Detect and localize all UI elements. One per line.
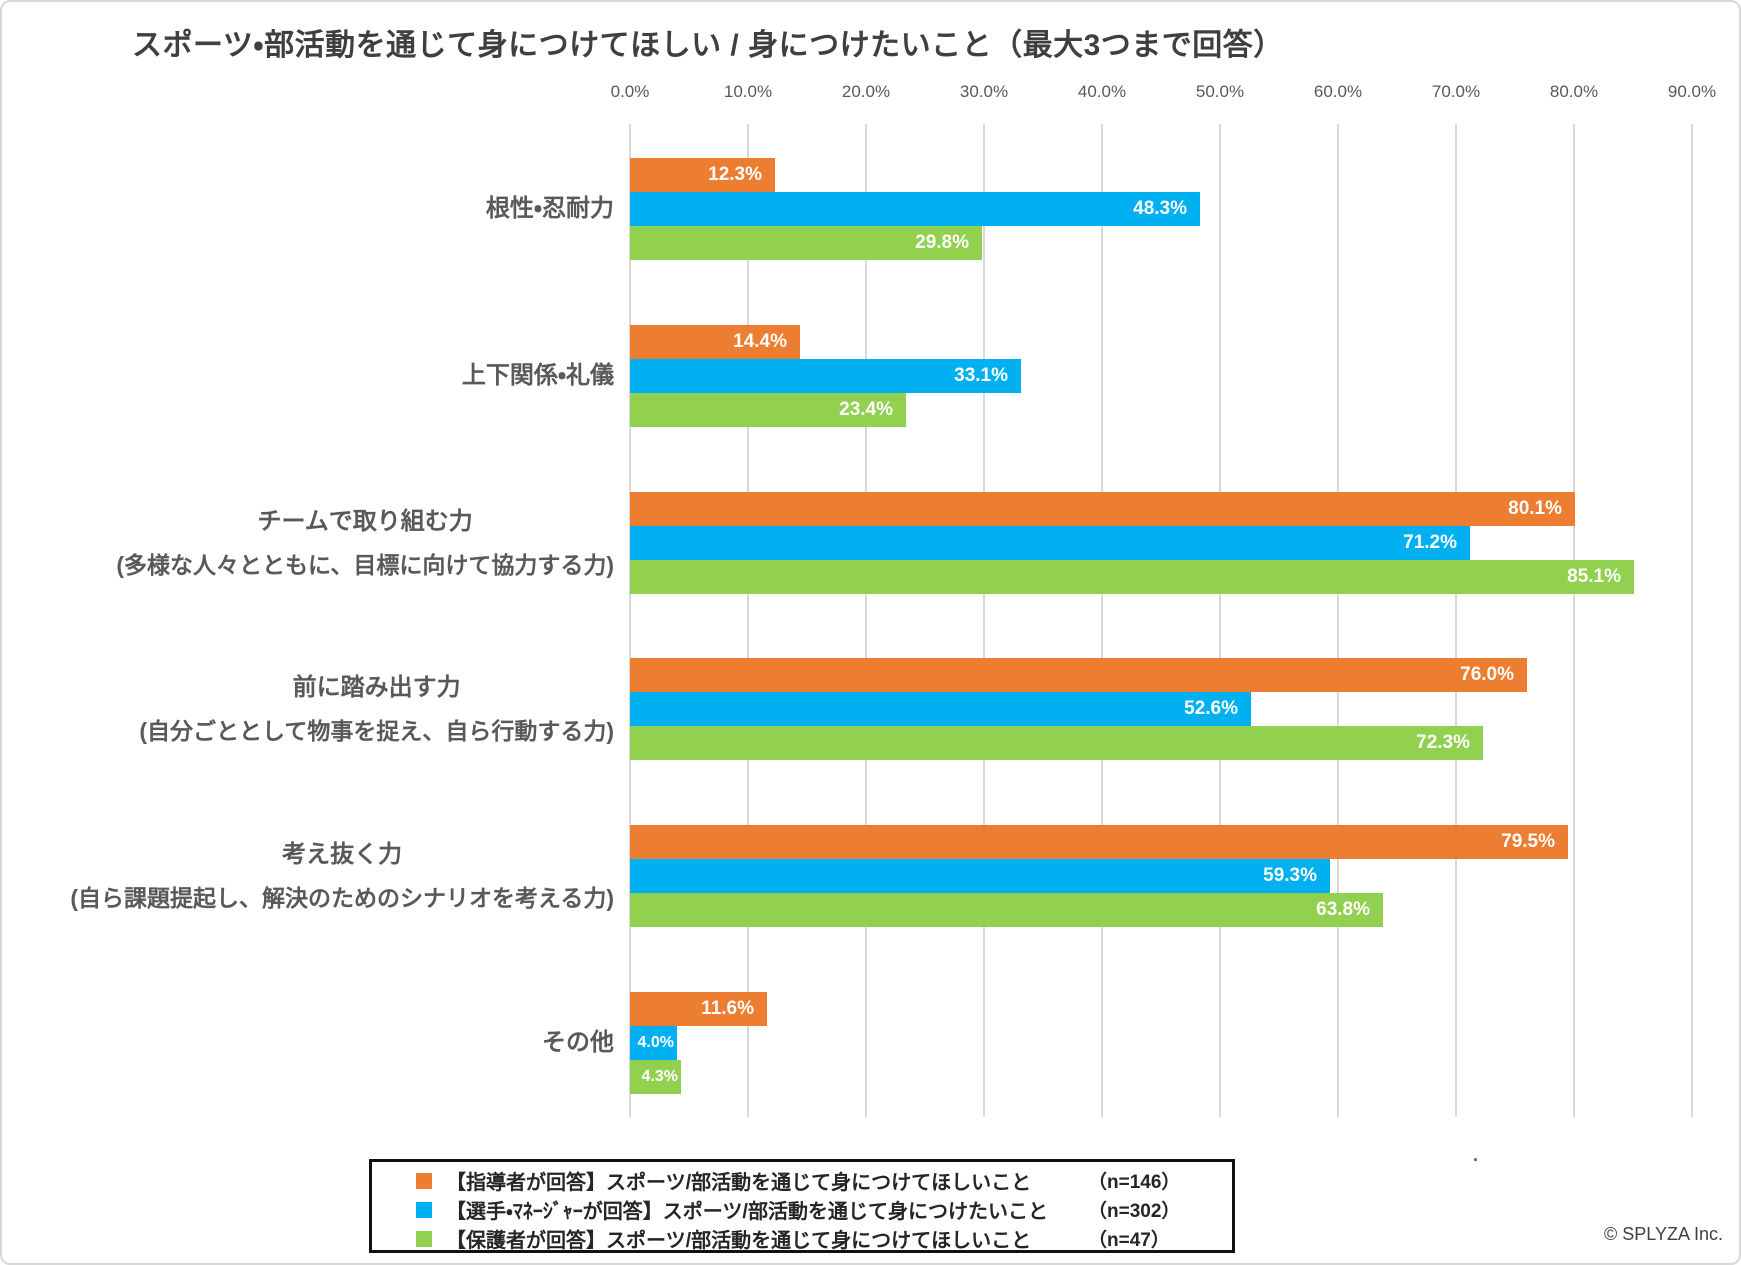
bar-value-label: 76.0% [1460,664,1514,685]
gridline [747,124,749,1117]
bar-value-label: 48.3% [1133,198,1187,219]
gridline [865,124,867,1117]
category-label-sub: (自分ごととして物事を捉え、自ら行動する力) [139,718,614,744]
legend-sample-size: （n=47） [1088,1230,1170,1251]
bar-value-label: 85.1% [1567,566,1621,587]
legend-row: 【指導者が回答】スポーツ/部活動を通じて身につけてほしいこと （n=146） [416,1166,1206,1195]
x-axis-tick-label: 40.0% [1077,82,1127,101]
bar-value-label: 29.8% [915,232,969,253]
legend-swatch-icon [416,1172,432,1189]
bar-value-label: 33.1% [954,365,1008,386]
bar-player: 33.1% [630,359,1021,393]
bar-value-label: 4.3% [641,1068,678,1085]
bar-parent: 29.8% [630,226,982,260]
category-label-main: 上下関係・礼儀 [461,362,614,389]
category-label: 考え抜く力 (自ら課題提起し、解決のためのシナリオを考える力) [2,825,614,927]
category-label-main: 前に踏み出す力 [292,674,461,701]
legend-box: 【指導者が回答】スポーツ/部活動を通じて身につけてほしいこと （n=146） 【選手… [369,1159,1235,1253]
legend-sample-size: （n=146） [1088,1172,1181,1193]
bar-value-label: 59.3% [1263,865,1317,886]
category-label-block: 前に踏み出す力 (自分ごととして物事を捉え、自ら行動する力) [139,666,614,752]
gridline [1573,124,1575,1117]
bar-parent: 63.8% [630,893,1383,927]
bar-value-label: 4.0% [637,1034,674,1051]
bar-value-label: 72.3% [1416,732,1470,753]
bar-parent: 23.4% [630,393,906,427]
legend-row: 【選手・ﾏﾈｰｼﾞｬｰが回答】スポーツ/部活動を通じて身につけたいこと （n=30… [416,1195,1206,1224]
x-axis-tick-label: 90.0% [1667,82,1717,101]
bar-coach: 79.5% [630,825,1568,859]
gridline [983,124,985,1117]
legend-label: 【指導者が回答】スポーツ/部活動を通じて身につけてほしいこと [446,1172,1032,1194]
bar-coach: 76.0% [630,658,1527,692]
category-label-block: その他 [542,1021,614,1065]
x-axis-tick-label: 80.0% [1549,82,1599,101]
legend-row: 【保護者が回答】スポーツ/部活動を通じて身につけてほしいこと （n=47） [416,1224,1206,1253]
gridline [1101,124,1103,1117]
bar-coach: 80.1% [630,492,1575,526]
bar-coach: 14.4% [630,325,800,359]
gridline [1219,124,1221,1117]
bar-parent: 4.3% [630,1060,681,1094]
bar-value-label: 71.2% [1403,532,1457,553]
gridline [629,124,631,1117]
bar-value-label: 79.5% [1501,831,1555,852]
category-label-main: チームで取り組む力 [257,508,473,535]
chart-title: スポーツ・部活動を通じて身につけてほしい / 身につけたいこと（最大3つまで回答… [132,29,1284,62]
bar-player: 52.6% [630,692,1251,726]
bar-player: 71.2% [630,526,1470,560]
gridline [1455,124,1457,1117]
copyright-text: © SPLYZA Inc. [1604,1224,1723,1244]
category-label-block: チームで取り組む力 (多様な人々とともに、目標に向けて協力する力) [116,500,614,586]
bar-player: 4.0% [630,1026,677,1060]
bar-value-label: 12.3% [708,164,762,185]
gridline [1337,124,1339,1117]
bar-player: 48.3% [630,192,1200,226]
bar-player: 59.3% [630,859,1330,893]
category-label: 上下関係・礼儀 [2,325,614,427]
legend-swatch-icon [416,1201,432,1218]
category-label-main: その他 [542,1029,614,1056]
category-label-sub: (多様な人々とともに、目標に向けて協力する力) [116,552,614,578]
bar-parent: 72.3% [630,726,1483,760]
legend-sample-size: （n=302） [1088,1201,1181,1222]
category-label: 根性・忍耐力 [2,158,614,260]
category-label-main: 根性・忍耐力 [485,195,614,222]
x-axis-tick-label: 20.0% [841,82,891,101]
bar-parent: 85.1% [630,560,1634,594]
bar-value-label: 63.8% [1316,899,1370,920]
bar-coach: 12.3% [630,158,775,192]
x-axis-tick-label: 50.0% [1195,82,1245,101]
gridline [1691,124,1693,1117]
legend-label: 【選手・ﾏﾈｰｼﾞｬｰが回答】スポーツ/部活動を通じて身につけたいこと [446,1201,1048,1223]
category-label-block: 考え抜く力 (自ら課題提起し、解決のためのシナリオを考える力) [70,833,614,919]
category-label-sub: (自ら課題提起し、解決のためのシナリオを考える力) [70,885,614,911]
category-label-main: 考え抜く力 [282,841,403,868]
category-label-block: 根性・忍耐力 [486,187,614,231]
x-axis-tick-label: 0.0% [610,82,650,101]
x-axis-tick-label: 60.0% [1313,82,1363,101]
x-axis-tick-label: 70.0% [1431,82,1481,101]
category-label: チームで取り組む力 (多様な人々とともに、目標に向けて協力する力) [2,492,614,594]
stray-dot: . [1473,1145,1479,1165]
bar-value-label: 52.6% [1184,698,1238,719]
category-label: 前に踏み出す力 (自分ごととして物事を捉え、自ら行動する力) [2,658,614,760]
category-label: その他 [2,992,614,1094]
legend-swatch-icon [416,1230,432,1247]
x-axis-tick-label: 30.0% [959,82,1009,101]
bar-value-label: 14.4% [733,331,787,352]
bar-value-label: 23.4% [839,399,893,420]
bar-coach: 11.6% [630,992,767,1026]
bar-value-label: 11.6% [701,998,754,1019]
legend-label: 【保護者が回答】スポーツ/部活動を通じて身につけてほしいこと [446,1230,1032,1252]
category-label-block: 上下関係・礼儀 [462,354,614,398]
bar-value-label: 80.1% [1508,498,1562,519]
x-axis-tick-label: 10.0% [723,82,773,101]
